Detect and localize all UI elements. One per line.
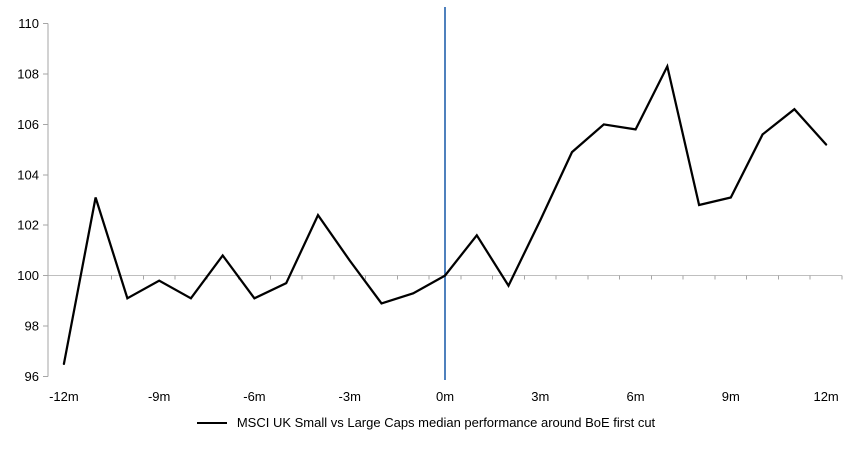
x-tick-label: 9m [722, 389, 740, 404]
performance-line [62, 63, 828, 366]
y-tick-label: 108 [17, 66, 39, 81]
x-tick-label: 6m [627, 389, 645, 404]
y-tick-label: 110 [18, 16, 39, 31]
x-tick-label: 3m [531, 389, 549, 404]
y-tick-label: 102 [17, 218, 39, 233]
y-tick-label: 100 [17, 268, 39, 283]
x-tick-label: -6m [243, 389, 265, 404]
x-tick-label: -3m [339, 389, 361, 404]
y-tick-label: 96 [25, 369, 39, 384]
legend-line-swatch [196, 421, 227, 424]
y-tick-label: 106 [17, 117, 39, 132]
legend: MSCI UK Small vs Large Caps median perfo… [0, 415, 852, 430]
legend-label: MSCI UK Small vs Large Caps median perfo… [236, 415, 656, 430]
x-tick-label: -9m [148, 389, 170, 404]
x-tick-label: 0m [436, 389, 454, 404]
y-tick-label: 104 [17, 167, 39, 182]
y-tick-label: 98 [25, 319, 39, 334]
x-tick-label: -12m [49, 389, 79, 404]
x-tick-label: 12m [813, 389, 838, 404]
